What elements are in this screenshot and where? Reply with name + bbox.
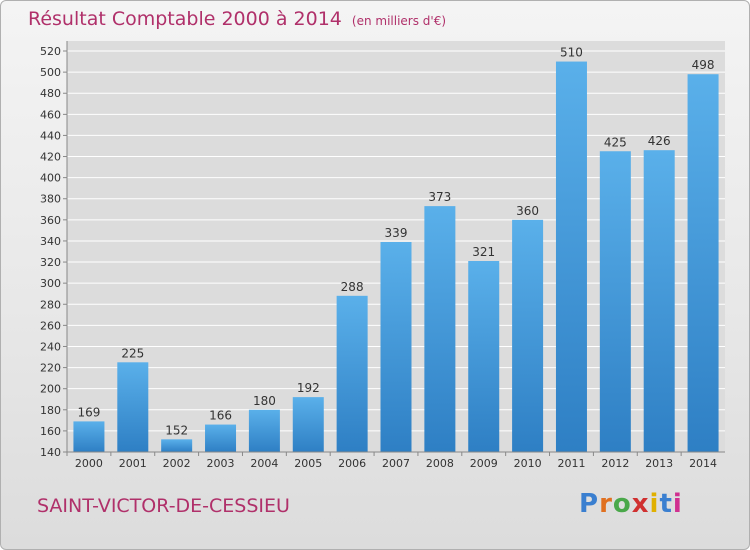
y-tick-label: 480 <box>40 87 61 100</box>
y-tick-label: 460 <box>40 108 61 121</box>
bar-2002 <box>161 439 193 452</box>
data-label-2007: 339 <box>385 226 408 240</box>
data-label-2011: 510 <box>560 46 583 60</box>
bar-2014 <box>687 74 719 452</box>
x-tick-label: 2002 <box>163 457 191 470</box>
y-tick-label: 160 <box>40 425 61 438</box>
bar-2013 <box>643 150 675 452</box>
y-axis: 140 160 180 200 220 240 260 280 300 320 340 360 380 4… <box>40 41 68 459</box>
y-tick-label: 440 <box>40 129 61 142</box>
data-label-2014: 498 <box>692 58 715 72</box>
data-label-2004: 180 <box>253 394 276 408</box>
data-label-2009: 321 <box>472 245 495 259</box>
x-tick-label: 2012 <box>601 457 629 470</box>
logo-letter: P <box>579 489 600 519</box>
y-tick-label: 400 <box>40 172 61 185</box>
data-label-2002: 152 <box>165 423 188 437</box>
data-label-2003: 166 <box>209 409 232 423</box>
x-tick-label: 2011 <box>557 457 585 470</box>
bar-2001 <box>117 362 149 452</box>
data-labels: 169 225 152 166 180 192 288 339 373 321 360 510 425 4… <box>77 46 714 438</box>
bar-2004 <box>248 409 280 452</box>
data-label-2008: 373 <box>428 190 451 204</box>
x-tick-label: 2009 <box>470 457 498 470</box>
y-tick-label: 340 <box>40 235 61 248</box>
x-tick-label: 2010 <box>514 457 542 470</box>
bar-2003 <box>205 424 237 452</box>
data-label-2001: 225 <box>121 346 144 360</box>
x-tick-label: 2014 <box>689 457 717 470</box>
bar-2006 <box>336 295 368 452</box>
bar-2000 <box>73 421 105 452</box>
x-tick-label: 2005 <box>294 457 322 470</box>
data-label-2012: 425 <box>604 135 627 149</box>
data-label-2006: 288 <box>341 280 364 294</box>
y-tick-label: 520 <box>40 45 61 58</box>
x-tick-label: 2003 <box>207 457 235 470</box>
logo-letter: x <box>631 489 650 519</box>
y-tick-label: 300 <box>40 277 61 290</box>
bar-2010 <box>512 219 544 452</box>
x-tick-label: 2004 <box>250 457 278 470</box>
bar-2005 <box>292 397 324 452</box>
x-tick-label: 2007 <box>382 457 410 470</box>
logo-letter: i <box>649 489 660 519</box>
y-tick-label: 180 <box>40 404 61 417</box>
y-tick-label: 260 <box>40 319 61 332</box>
y-tick-label: 200 <box>40 383 61 396</box>
bar-2008 <box>424 206 456 452</box>
bar-2012 <box>599 151 631 452</box>
x-tick-label: 2006 <box>338 457 366 470</box>
logo-letter: r <box>599 489 613 519</box>
y-tick-label: 320 <box>40 256 61 269</box>
data-label-2013: 426 <box>648 134 671 148</box>
x-tick-label: 2000 <box>75 457 103 470</box>
data-label-2010: 360 <box>516 204 539 218</box>
logo-letter: i <box>672 489 683 519</box>
logo-letter: t <box>659 489 673 519</box>
x-axis: 2000 2001 2002 2003 2004 2005 2006 2007 2008 2009… <box>66 451 725 470</box>
y-tick-label: 140 <box>40 446 61 459</box>
data-label-2000: 169 <box>77 405 100 419</box>
title-text: Résultat Comptable 2000 à 2014 <box>28 8 342 30</box>
proxiti-logo: Proxiti <box>579 489 683 519</box>
y-tick-label: 240 <box>40 340 61 353</box>
x-tick-label: 2013 <box>645 457 673 470</box>
data-label-2005: 192 <box>297 381 320 395</box>
y-tick-label: 380 <box>40 193 61 206</box>
bar-2011 <box>555 61 587 452</box>
commune-name: SAINT-VICTOR-DE-CESSIEU <box>37 495 290 517</box>
y-tick-label: 280 <box>40 298 61 311</box>
x-tick-label: 2008 <box>426 457 454 470</box>
y-tick-label: 420 <box>40 151 61 164</box>
y-tick-label: 220 <box>40 362 61 375</box>
unit-text: (en milliers d'€) <box>351 14 447 28</box>
bars <box>73 61 719 452</box>
y-tick-label: 360 <box>40 214 61 227</box>
x-tick-label: 2001 <box>119 457 147 470</box>
y-tick-label: 500 <box>40 66 61 79</box>
bar-2007 <box>380 242 412 452</box>
bar-2009 <box>468 260 500 452</box>
chart-title: Résultat Comptable 2000 à 2014 (en millie… <box>28 8 446 30</box>
logo-letter: o <box>612 489 632 519</box>
